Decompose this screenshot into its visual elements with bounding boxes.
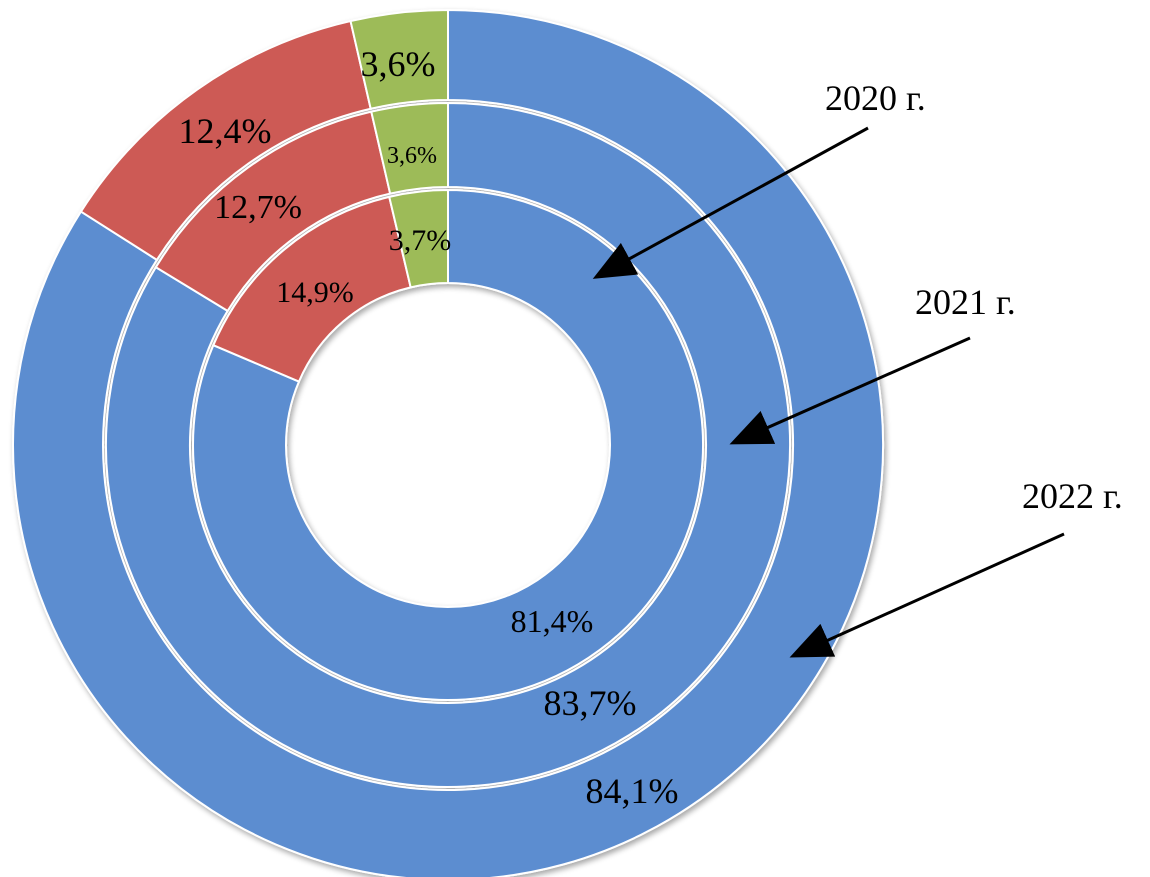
data-label-ring3-3: 3,6% [361, 44, 436, 84]
rings-group [12, 8, 884, 877]
slice-ring2-1 [105, 101, 791, 788]
data-label-ring3-2: 12,4% [179, 111, 272, 151]
data-label-ring2-1: 83,7% [544, 683, 637, 723]
year-annotations: 2020 г. 2021 г. 2022 г. [592, 78, 1123, 658]
slice-ring1-3 [388, 188, 449, 289]
year-label-2: 2021 г. [915, 282, 1016, 322]
year-arrow-3 [789, 532, 1065, 658]
slice-ring3-3 [349, 8, 449, 110]
year-arrow-2 [729, 336, 971, 445]
data-label-ring2-2: 12,7% [214, 189, 302, 226]
data-label-ring3-1: 84,1% [586, 771, 679, 811]
slice-ring1-1 [192, 188, 704, 701]
data-label-ring1-1: 81,4% [511, 603, 594, 639]
year-label-3: 2022 г. [1022, 476, 1123, 516]
data-label-ring1-3: 3,7% [389, 224, 452, 257]
year-label-1: 2020 г. [825, 78, 926, 118]
slice-ring2-3 [370, 101, 449, 195]
year-arrow-1 [592, 126, 869, 279]
data-label-ring2-3: 3,6% [387, 143, 437, 169]
labels-group: 81,4% 14,9% 3,7% 83,7% 12,7% 3,6% 84,1% 12,4% 3,… [179, 44, 679, 811]
data-label-ring1-2: 14,9% [276, 276, 354, 309]
slice-ring3-1 [12, 8, 884, 877]
